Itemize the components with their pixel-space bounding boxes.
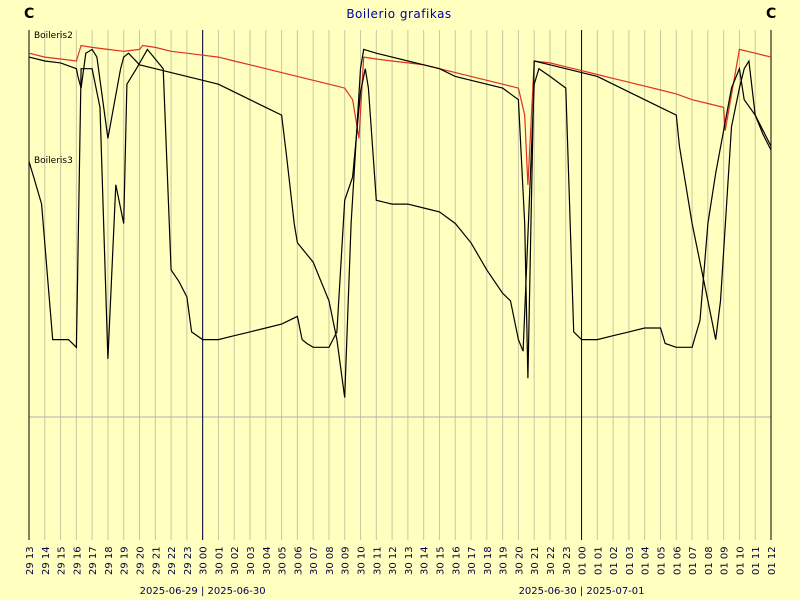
- date-label: 2025-06-30 | 2025-07-01: [519, 586, 645, 597]
- x-tick-label: 30 20: [514, 546, 525, 575]
- date-labels: 2025-06-29 | 2025-06-30 2025-06-30 | 2025…: [140, 586, 645, 597]
- corner-left-label: C: [24, 6, 34, 22]
- x-tick-label: 30 04: [262, 546, 273, 575]
- x-tick-label: 01 00: [578, 546, 589, 575]
- x-tick-label: 01 04: [641, 546, 652, 575]
- x-tick-label: 01 11: [751, 546, 762, 575]
- x-tick-label: 01 02: [609, 546, 620, 575]
- x-tick-label: 01 05: [656, 546, 667, 575]
- x-tick-label: 30 14: [420, 546, 431, 575]
- x-tick-label: 01 03: [625, 546, 636, 575]
- x-tick-label: 30 18: [483, 546, 494, 575]
- x-tick-label: 30 02: [230, 546, 241, 575]
- x-tick-label: 30 03: [246, 546, 257, 575]
- x-tick-label: 29 16: [72, 546, 83, 575]
- x-tick-label: 30 09: [341, 546, 352, 575]
- x-tick-label: 30 15: [435, 546, 446, 575]
- chart-title: Boilerio grafikas: [346, 7, 451, 21]
- x-tick-label: 30 05: [278, 546, 289, 575]
- day-lines: [202, 30, 583, 540]
- x-tick-label: 29 19: [120, 546, 131, 575]
- series-line-unnamed-2: [28, 48, 772, 359]
- x-tick-label: 29 14: [41, 546, 52, 575]
- x-tick-label: 30 00: [199, 546, 210, 575]
- x-tick-label: 01 07: [688, 546, 699, 575]
- x-tick-label: 29 21: [151, 546, 162, 575]
- date-label: 2025-06-29 | 2025-06-30: [140, 586, 266, 597]
- x-tick-label: 29 17: [88, 546, 99, 575]
- series-label-boileris2: Boileris2: [34, 31, 73, 41]
- x-tick-label: 30 19: [499, 546, 510, 575]
- x-tick-label: 30 16: [451, 546, 462, 575]
- x-tick-label: 29 13: [25, 546, 36, 575]
- x-tick-label: 30 07: [309, 546, 320, 575]
- x-tick-label: 01 09: [720, 546, 731, 575]
- series-line-boileris3: [28, 48, 772, 398]
- x-tick-label: 30 08: [325, 546, 336, 575]
- x-tick-label: 30 12: [388, 546, 399, 575]
- x-tick-label: 29 20: [136, 546, 147, 575]
- series-label-boileris3: Boileris3: [34, 156, 73, 166]
- x-tick-label: 29 18: [104, 546, 115, 575]
- x-tick-label: 30 11: [372, 546, 383, 575]
- x-tick-label: 30 06: [293, 546, 304, 575]
- corner-right-label: C: [766, 6, 776, 22]
- series-layer: [28, 44, 772, 398]
- x-tick-label: 29 15: [57, 546, 68, 575]
- series-labels: Boileris2 Boileris3: [34, 31, 73, 166]
- x-tick-label: 29 23: [183, 546, 194, 575]
- x-tick-label: 30 10: [357, 546, 368, 575]
- x-tick-label: 30 23: [562, 546, 573, 575]
- x-tick-label: 01 10: [735, 546, 746, 575]
- x-tick-label: 30 22: [546, 546, 557, 575]
- x-tick-label: 29 22: [167, 546, 178, 575]
- x-tick-label: 30 17: [467, 546, 478, 575]
- x-tick-label: 01 06: [672, 546, 683, 575]
- x-tick-label: 01 12: [767, 546, 778, 575]
- x-tick-label: 30 01: [214, 546, 225, 575]
- series-line-boileris2: [28, 44, 772, 185]
- x-tick-label: 01 08: [704, 546, 715, 575]
- x-tick-labels: 29 13 29 14 29 15 29 16 29 17 29 18 29 19 29 20…: [25, 546, 778, 575]
- x-tick-label: 30 21: [530, 546, 541, 575]
- x-tick-label: 30 13: [404, 546, 415, 575]
- x-tick-label: 01 01: [593, 546, 604, 575]
